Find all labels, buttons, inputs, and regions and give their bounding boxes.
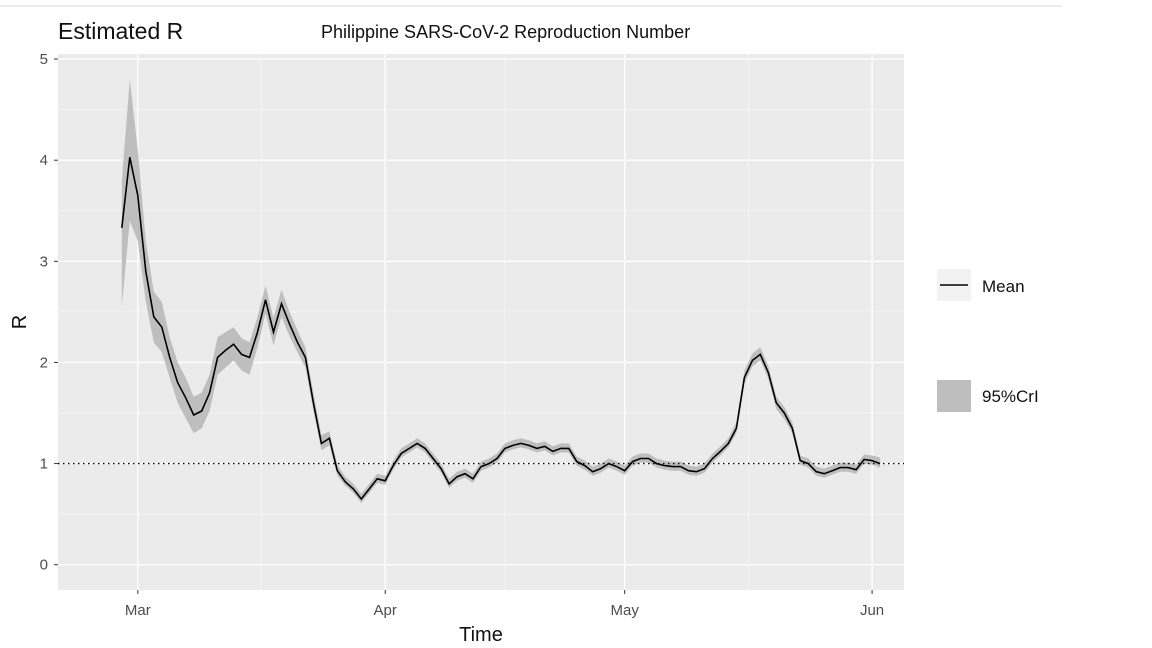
y-axis-ticks: 0 1 2 3 4 5 — [40, 51, 58, 574]
x-axis-ticks: Mar Apr May Jun — [125, 590, 884, 619]
y-tick-label: 4 — [40, 152, 48, 169]
chart-title: Estimated R — [58, 18, 183, 44]
x-tick-label: Jun — [860, 602, 884, 619]
x-tick-label: Apr — [374, 602, 397, 619]
y-tick-label: 3 — [40, 253, 48, 270]
legend-label-band: 95%CrI — [982, 387, 1039, 406]
legend-label-mean: Mean — [982, 277, 1025, 296]
credible-interval-band — [121, 79, 881, 504]
plot-panel — [58, 54, 904, 590]
x-tick-label: May — [610, 602, 639, 619]
x-axis-title: Time — [459, 624, 503, 646]
y-tick-label: 2 — [40, 354, 48, 371]
legend-band-swatch-icon — [937, 380, 971, 412]
x-tick-label: Mar — [125, 602, 151, 619]
legend: Mean 95%CrI — [937, 269, 1039, 412]
chart-subtitle: Philippine SARS-CoV-2 Reproduction Numbe… — [321, 22, 690, 42]
y-tick-label: 1 — [40, 456, 48, 473]
y-tick-label: 0 — [40, 557, 48, 574]
mean-line — [121, 157, 881, 501]
y-tick-label: 5 — [40, 51, 48, 68]
y-axis-title: R — [9, 315, 31, 329]
